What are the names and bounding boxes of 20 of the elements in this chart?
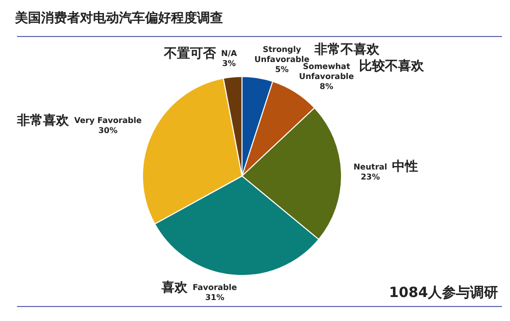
text: 喜欢 <box>160 280 189 296</box>
slice-label: Somewhat Unfavorable <box>298 62 355 81</box>
data-label: 5% <box>275 65 289 74</box>
text: 不置可否 <box>163 46 218 62</box>
slice-label: Neutral <box>353 162 388 172</box>
data-label: 3% <box>222 59 236 68</box>
text: 比较不喜欢 <box>358 58 425 74</box>
data-label: 31% <box>205 293 224 302</box>
text: 1084人参与调研 <box>389 284 498 302</box>
text: 中性 <box>392 160 418 175</box>
text: 非常喜欢 <box>16 113 70 128</box>
slice-label: N/A <box>221 49 238 58</box>
data-label: 30% <box>98 126 118 136</box>
slice-label: Strongly Unfavorable <box>254 45 310 64</box>
slice-label: Very Favorable <box>74 116 142 126</box>
slice-label: Favorable <box>192 283 238 292</box>
data-label: 8% <box>320 82 334 91</box>
text: 非常不喜欢 <box>313 42 380 58</box>
chart-title: 美国消费者对电动汽车偏好程度调查 <box>15 10 223 27</box>
data-label: 23% <box>360 172 380 182</box>
